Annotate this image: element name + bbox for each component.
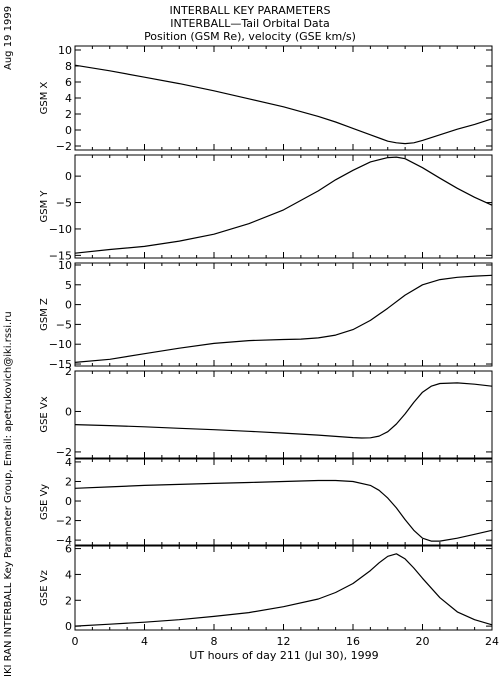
y-tick-label: 0 bbox=[65, 124, 72, 137]
side-credit-label: IKI RAN INTERBALL Key Parameter Group, E… bbox=[3, 311, 14, 677]
panel-gse-vx: −2 0 2 GSE Vx bbox=[39, 365, 493, 459]
header-line-1: INTERBALL KEY PARAMETERS bbox=[170, 4, 331, 17]
y-tick-label: −2 bbox=[56, 140, 72, 153]
y-tick-label: 4 bbox=[65, 92, 72, 105]
y-tick-label: 0 bbox=[65, 170, 72, 183]
y-tick-label: 0 bbox=[65, 620, 72, 633]
series-line-gse-vz bbox=[74, 553, 493, 627]
header-line-3: Position (GSM Re), velocity (GSE km/s) bbox=[144, 30, 356, 43]
panel-gsm-x: −2 0 2 4 6 8 10 GSM X bbox=[39, 44, 493, 153]
x-tick-label: 20 bbox=[416, 635, 430, 648]
panel-frame bbox=[74, 154, 493, 259]
y-tick-label: 4 bbox=[65, 456, 72, 469]
y-tick-label: 2 bbox=[65, 475, 72, 488]
y-tick-label: 6 bbox=[65, 76, 72, 89]
y-tick-label: 0 bbox=[65, 495, 72, 508]
y-tick-label: 0 bbox=[65, 405, 72, 418]
y-tick-label: 8 bbox=[65, 60, 72, 73]
y-tick-label: 10 bbox=[58, 44, 72, 57]
panel-gse-vy: −4 −2 0 2 4 GSE Vy bbox=[39, 456, 493, 547]
y-tick-label: 2 bbox=[65, 108, 72, 121]
series-line-gsm-y bbox=[74, 156, 493, 254]
y-tick-label: 0 bbox=[65, 299, 72, 312]
y-axis-label: GSM Y bbox=[39, 190, 50, 223]
y-axis-label: GSM Z bbox=[39, 298, 50, 331]
y-axis-label: GSE Vy bbox=[39, 484, 50, 520]
y-tick-label: 2 bbox=[65, 594, 72, 607]
y-axis-label: GSE Vz bbox=[39, 570, 50, 606]
y-tick-label: 6 bbox=[65, 543, 72, 556]
series-line-gse-vx bbox=[74, 382, 493, 439]
y-tick-label: −2 bbox=[56, 515, 72, 528]
y-tick-label: −4 bbox=[56, 534, 72, 547]
series-line-gse-vy bbox=[74, 479, 493, 542]
y-tick-label: 4 bbox=[65, 568, 72, 581]
panel-frame bbox=[74, 370, 493, 459]
y-tick-label: −10 bbox=[49, 338, 72, 351]
x-axis: 0 4 8 12 16 20 24 bbox=[72, 635, 500, 648]
panel-frame bbox=[74, 45, 493, 151]
series-line-gsm-z bbox=[74, 274, 493, 363]
x-tick-label: 4 bbox=[141, 635, 148, 648]
panel-frame bbox=[74, 545, 493, 631]
x-tick-label: 12 bbox=[277, 635, 291, 648]
x-axis-label: UT hours of day 211 (Jul 30), 1999 bbox=[189, 649, 378, 662]
y-tick-label: −10 bbox=[49, 223, 72, 236]
y-tick-label: −15 bbox=[49, 358, 72, 371]
y-tick-label: 2 bbox=[65, 365, 72, 378]
x-tick-label: 0 bbox=[72, 635, 79, 648]
series-line-gsm-x bbox=[74, 64, 493, 145]
y-tick-label: 10 bbox=[58, 259, 72, 272]
panel-gse-vz: 0 2 4 6 GSE Vz bbox=[39, 543, 493, 633]
x-tick-label: 24 bbox=[485, 635, 499, 648]
y-tick-label: −2 bbox=[56, 446, 72, 459]
panel-frame bbox=[74, 262, 493, 367]
y-tick-label: −15 bbox=[49, 249, 72, 262]
side-date-label: Aug 19 1999 bbox=[3, 6, 14, 70]
panel-gsm-y: −15 −10 −5 0 GSM Y bbox=[39, 154, 493, 262]
panel-frame bbox=[74, 458, 493, 546]
y-axis-label: GSM X bbox=[39, 81, 50, 114]
x-tick-label: 16 bbox=[346, 635, 360, 648]
y-tick-label: 5 bbox=[65, 279, 72, 292]
y-axis-label: GSE Vx bbox=[39, 396, 50, 432]
y-tick-label: −5 bbox=[56, 318, 72, 331]
header-line-2: INTERBALL—Tail Orbital Data bbox=[170, 17, 329, 30]
panel-gsm-z: −15 −10 −5 0 5 10 GSM Z bbox=[39, 259, 493, 371]
x-tick-label: 8 bbox=[211, 635, 218, 648]
y-tick-label: −5 bbox=[56, 197, 72, 210]
